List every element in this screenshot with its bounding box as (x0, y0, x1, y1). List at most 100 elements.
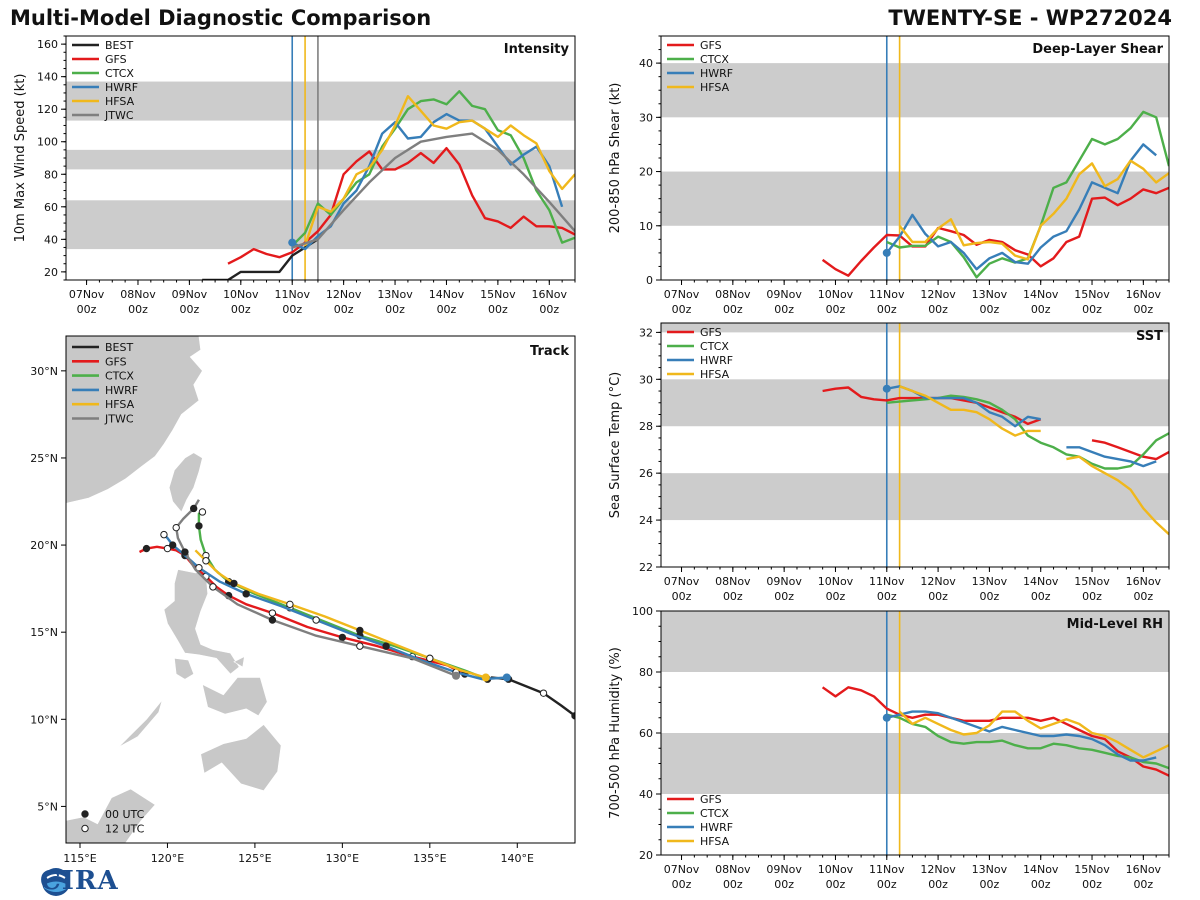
land-mindanao (200, 724, 282, 792)
x-tick-label-day: 11Nov (869, 575, 905, 588)
marker-00utc (242, 590, 250, 598)
x-tick-label-hour: 00z (877, 303, 897, 316)
x-tick-label-hour: 00z (1082, 303, 1102, 316)
marker-00utc (181, 548, 189, 556)
x-tick-label-hour: 00z (774, 590, 794, 603)
shaded-band (661, 473, 1169, 521)
y-tick-label: 60 (639, 727, 653, 740)
series-hwrf (886, 710, 1157, 762)
legend-label-hfsa: HFSA (700, 81, 730, 94)
x-tick-label-day: 07Nov (664, 863, 700, 876)
x-tick-label-day: 12Nov (920, 575, 956, 588)
y-tick-label: 5°N (37, 800, 58, 813)
x-tick-label-hour: 00z (77, 303, 97, 316)
page-title: Multi-Model Diagnostic Comparison (10, 6, 432, 30)
x-tick-label-day: 10Nov (223, 288, 259, 301)
x-tick-label: 130°E (326, 852, 359, 865)
x-tick-label-hour: 00z (180, 303, 200, 316)
y-tick-label: 100 (632, 605, 653, 618)
x-tick-label-day: 07Nov (664, 575, 700, 588)
land-mindoro (174, 657, 195, 680)
x-tick-label-hour: 00z (231, 303, 251, 316)
marker-hwrf (882, 713, 891, 722)
y-tick-label: 80 (44, 168, 58, 181)
track-ctcx (197, 510, 488, 681)
plot-area (661, 36, 1169, 280)
x-tick-label-day: 12Nov (326, 288, 362, 301)
series-jtwc (291, 132, 575, 249)
y-tick-label: 0 (646, 274, 653, 287)
panel-track: 115°E 120°E 125°E 130°E 135°E 140°E 5°N 10°N 15°… (30, 335, 576, 865)
x-tick-label-hour: 00z (488, 303, 508, 316)
legend-label-best: BEST (105, 39, 133, 52)
legend-label-best: BEST (105, 341, 133, 354)
x-tick-label-day: 08Nov (715, 288, 751, 301)
x-tick-label-hour: 00z (385, 303, 405, 316)
y-tick-label: 15°N (30, 626, 58, 639)
shaded-band (661, 611, 1169, 672)
marker-12utc (198, 508, 207, 516)
marker-12utc (160, 530, 168, 539)
axes-frame (660, 322, 1170, 568)
marker-00utc (189, 504, 198, 513)
storm-id-title: TWENTY-SE - WP272024 (888, 6, 1172, 30)
y-axis-label: Sea Surface Temp (°C) (608, 372, 623, 519)
panel-title: Track (530, 344, 569, 359)
series-hfsa (303, 94, 575, 247)
marker-12utc (195, 564, 203, 572)
shaded-band (661, 63, 1169, 118)
plot-area (661, 323, 1169, 567)
x-tick-label-day: 14Nov (429, 288, 465, 301)
y-tick-label: 80 (639, 666, 653, 679)
x-tick-label-hour: 00z (1082, 878, 1102, 891)
x-tick-label-hour: 00z (128, 303, 148, 316)
marker-12utc (163, 544, 172, 553)
y-tick-label: 22 (639, 561, 653, 574)
y-axis-label: 700-500 hPa Humidity (%) (608, 647, 623, 819)
panel-title: Intensity (504, 42, 570, 57)
marker-00utc (142, 544, 151, 553)
legend-label-hfsa: HFSA (700, 835, 730, 848)
legend-label-hwrf: HWRF (700, 67, 733, 80)
x-tick-label-day: 08Nov (715, 575, 751, 588)
legend-label-jtwc: JTWC (104, 413, 134, 426)
y-tick-label: 30 (639, 373, 653, 386)
series-gfs (227, 146, 575, 265)
x-tick-label-hour: 00z (672, 590, 692, 603)
map-frame (65, 335, 576, 844)
legend-label-hwrf: HWRF (700, 354, 733, 367)
x-tick-label-day: 10Nov (818, 575, 854, 588)
legend-label-hfsa: HFSA (700, 368, 730, 381)
x-tick-label-hour: 00z (980, 590, 1000, 603)
series-best (202, 238, 319, 280)
marker-12utc (172, 523, 180, 532)
map-area (66, 336, 575, 843)
x-tick-label-day: 13Nov (972, 863, 1008, 876)
land-visayas (201, 677, 268, 717)
legend-label-hfsa: HFSA (105, 398, 135, 411)
series-hfsa (899, 385, 1041, 437)
y-tick-label: 40 (44, 233, 58, 246)
panel-intensity: 20 40 60 80 100 120 140 160 07Nov 00z 08Nov 00z 09No… (13, 35, 576, 316)
plot-area (661, 611, 1169, 855)
start-marker-hfsa (481, 673, 490, 682)
legend-marker-12utc (81, 824, 89, 833)
y-tick-label: 30 (639, 111, 653, 124)
land-catanduanes (233, 656, 245, 668)
x-tick-label-hour: 00z (877, 878, 897, 891)
x-tick-label-hour: 00z (928, 878, 948, 891)
start-marker-jtwc (452, 671, 461, 680)
legend-label-ctcx: CTCX (105, 370, 134, 383)
shaded-band (66, 149, 575, 170)
x-tick-label-day: 16Nov (1126, 575, 1162, 588)
x-tick-label-day: 09Nov (766, 863, 802, 876)
y-tick-label: 160 (37, 38, 58, 51)
marker-12utc (268, 609, 277, 617)
x-tick-label-hour: 00z (1133, 878, 1153, 891)
x-tick-label-day: 08Nov (715, 863, 751, 876)
marker-00utc (356, 626, 364, 635)
x-tick-label-day: 08Nov (120, 288, 156, 301)
x-tick-label-day: 09Nov (766, 288, 802, 301)
x-tick-label-hour: 00z (334, 303, 354, 316)
legend-label-hwrf: HWRF (105, 384, 138, 397)
